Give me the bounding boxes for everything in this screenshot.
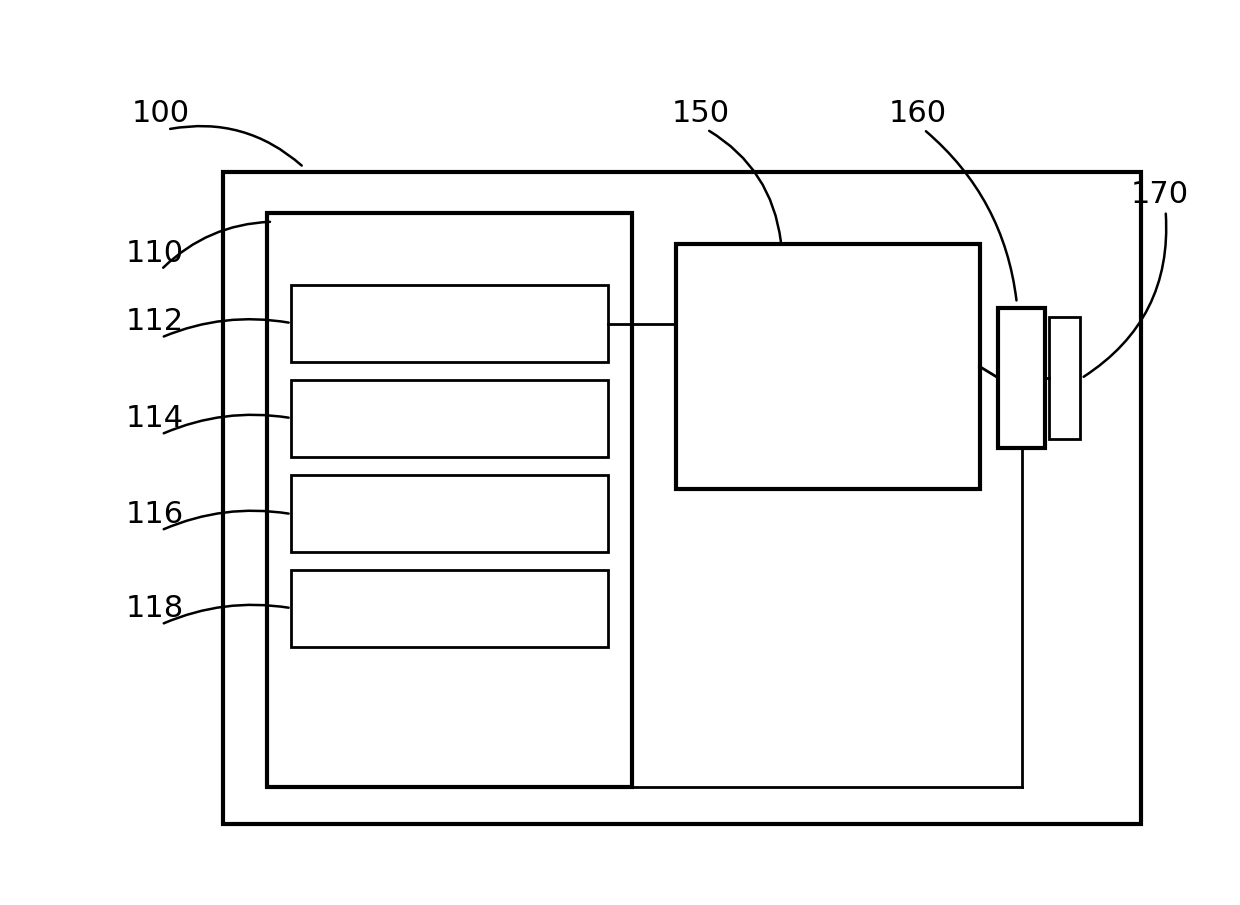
Text: 114: 114 bbox=[126, 404, 184, 433]
Bar bbox=[291, 570, 608, 647]
Bar bbox=[291, 380, 608, 457]
Bar bbox=[676, 244, 980, 489]
Bar bbox=[267, 213, 632, 787]
Text: 100: 100 bbox=[133, 99, 190, 128]
Text: 170: 170 bbox=[1131, 180, 1188, 209]
Bar bbox=[291, 285, 608, 362]
Text: 110: 110 bbox=[126, 239, 184, 268]
Bar bbox=[223, 172, 1141, 824]
Text: 160: 160 bbox=[889, 99, 946, 128]
Text: 112: 112 bbox=[126, 307, 184, 336]
Text: 116: 116 bbox=[126, 500, 184, 529]
Text: 118: 118 bbox=[126, 594, 184, 623]
Text: 150: 150 bbox=[672, 99, 729, 128]
Bar bbox=[998, 308, 1045, 448]
Bar bbox=[1049, 317, 1080, 439]
Bar bbox=[291, 475, 608, 552]
